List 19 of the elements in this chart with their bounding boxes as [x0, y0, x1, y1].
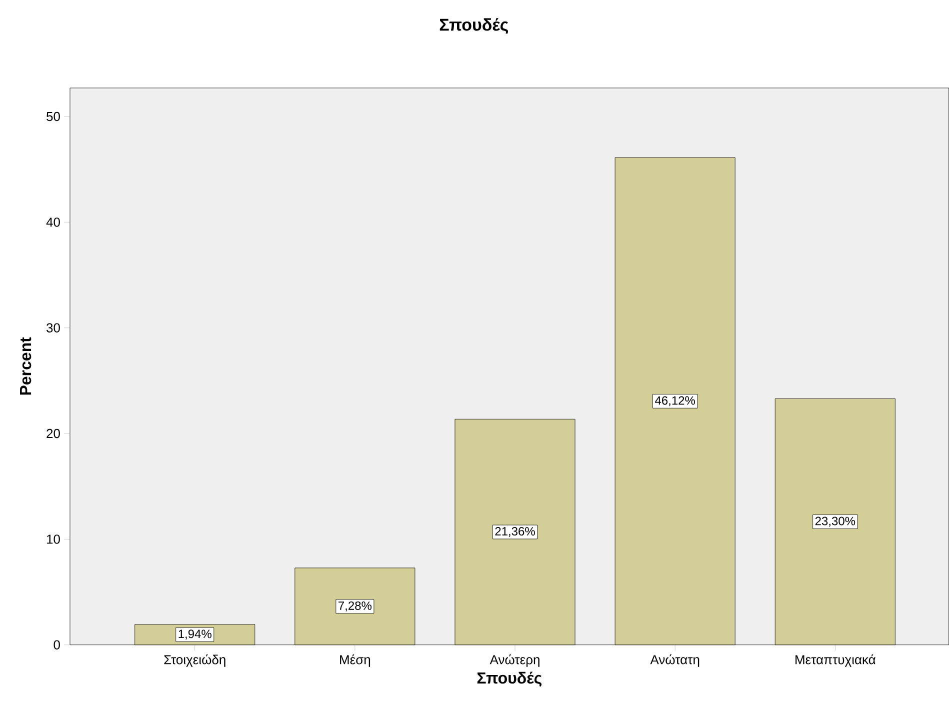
data-label: 23,30%	[815, 516, 856, 527]
y-tick-label: 50	[46, 112, 60, 122]
chart-title: Σπουδές	[440, 18, 508, 34]
data-label: 1,94%	[178, 630, 212, 640]
x-tick-label: Στοιχειώδη	[164, 654, 226, 667]
y-axis-title: Percent	[20, 337, 32, 395]
y-tick-label: 0	[54, 640, 60, 650]
y-tick-label: 40	[46, 218, 60, 227]
data-label: 46,12%	[655, 396, 695, 406]
x-tick-label: Ανώτερη	[490, 654, 540, 667]
x-tick-label: Ανώτατη	[650, 654, 700, 667]
data-label: 7,28%	[338, 602, 372, 612]
y-tick-label: 20	[46, 428, 60, 438]
x-axis-title: Σπουδές	[477, 672, 542, 687]
x-tick-label: Μεταπτυχιακά	[796, 654, 876, 667]
x-tick-label: Μέση	[340, 654, 370, 667]
y-tick-label: 10	[47, 534, 60, 544]
y-tick-label: 30	[46, 323, 60, 333]
data-label: 21,36%	[495, 527, 535, 538]
